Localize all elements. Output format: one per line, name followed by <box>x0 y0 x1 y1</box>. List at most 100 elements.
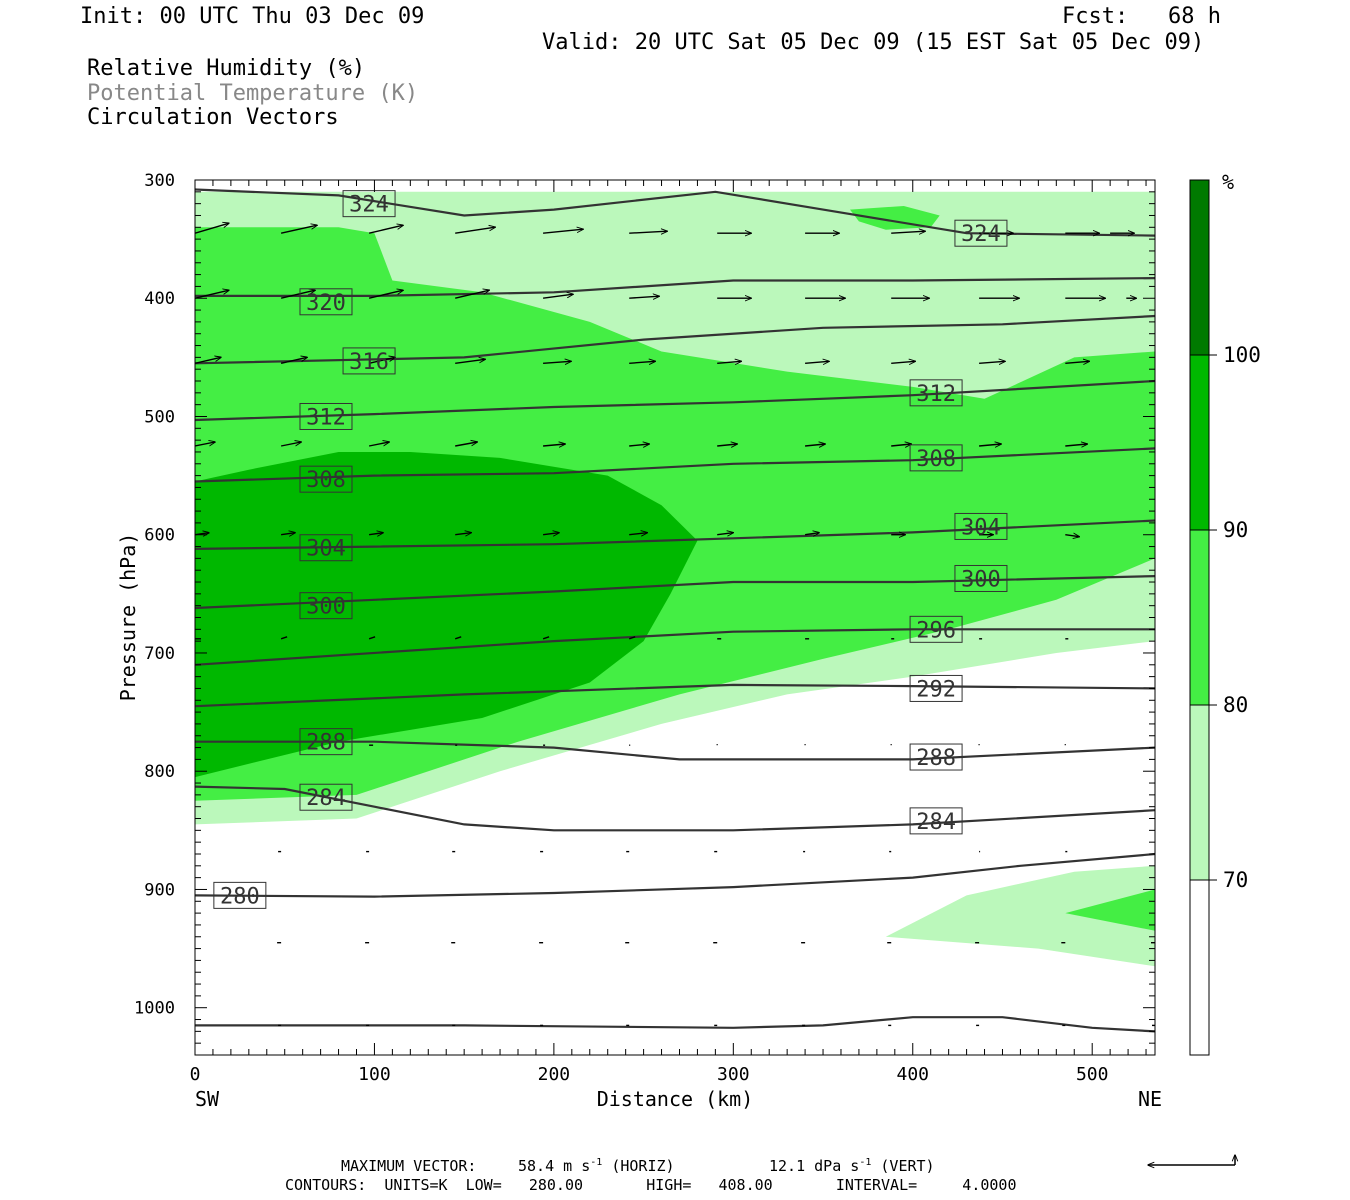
circulation-vector <box>368 225 403 234</box>
theta-label-308: 308 <box>299 465 353 493</box>
theta-label-box <box>909 444 963 472</box>
circulation-vector <box>280 225 317 234</box>
circulation-vector <box>1065 535 1079 537</box>
circulation-vector <box>717 533 733 535</box>
circulation-vector <box>891 231 925 233</box>
colorbar-frame <box>1189 179 1210 1056</box>
circulation-vector <box>717 444 737 446</box>
y-tick-label: 600 <box>144 526 175 546</box>
y-tick-label: 1000 <box>134 999 175 1019</box>
theta-label-text: 308 <box>306 468 346 493</box>
x-axis-label: Distance (km) <box>597 1087 754 1111</box>
colorbar-segment <box>1190 180 1209 355</box>
theta-label-text: 288 <box>306 731 346 756</box>
circulation-vector <box>629 533 647 535</box>
colorbar-label: 90 <box>1223 518 1248 542</box>
theta-label-320: 320 <box>299 288 353 316</box>
theta-label-304: 304 <box>954 512 1008 540</box>
circulation-vector <box>280 442 301 447</box>
circulation-vector <box>891 444 911 446</box>
theta-label-box <box>909 807 963 835</box>
theta-label-300: 300 <box>954 564 1008 592</box>
circulation-vector <box>543 444 565 446</box>
theta-label-284: 284 <box>299 783 353 811</box>
theta-label-324: 324 <box>342 190 396 218</box>
theta-label-box <box>909 615 963 643</box>
theta-contour-312 <box>195 379 1155 422</box>
circulation-vector <box>629 444 649 446</box>
theta-label-292: 292 <box>909 674 963 702</box>
colorbar-segment <box>1190 530 1209 705</box>
theta-label-312: 312 <box>909 379 963 407</box>
rh-region-70-3 <box>885 865 1155 967</box>
circulation-vector <box>195 442 215 447</box>
circulation-vector <box>368 636 376 640</box>
circulation-vector <box>455 533 471 535</box>
y-tick-label: 400 <box>144 289 175 309</box>
max-vector-horiz: 58.4 m s-1 (HORIZ) <box>518 1157 675 1175</box>
theta-label-280: 280 <box>213 881 267 909</box>
theta-label-text: 300 <box>306 595 346 620</box>
circulation-vector <box>454 636 462 640</box>
reference-vector <box>1148 1155 1235 1165</box>
theta-label-box <box>299 728 353 756</box>
theta-contour-304 <box>195 519 1155 550</box>
x-tick-label: 100 <box>358 1064 391 1085</box>
colorbar-segment <box>1190 880 1209 1055</box>
field-theta-title: Potential Temperature (K) <box>87 81 419 106</box>
x-tick-label: 300 <box>717 1064 750 1085</box>
circulation-vector <box>368 442 389 447</box>
colorbar-label: 70 <box>1223 868 1248 892</box>
theta-contour-296 <box>195 628 1155 666</box>
circulation-vector <box>1065 444 1087 446</box>
theta-label-box <box>299 534 353 562</box>
theta-label-box <box>909 743 963 771</box>
theta-contour-316 <box>195 314 1155 365</box>
x-tick-label: 0 <box>190 1064 201 1085</box>
circulation-vector <box>281 533 295 535</box>
theta-contour-324 <box>195 188 1155 237</box>
theta-label-text: 324 <box>349 193 389 218</box>
theta-label-text: 320 <box>306 291 346 316</box>
theta-label-308: 308 <box>909 444 963 472</box>
circulation-vector <box>280 290 315 299</box>
circulation-vector <box>280 357 307 364</box>
theta-label-text: 296 <box>916 618 956 643</box>
theta-label-box <box>299 465 353 493</box>
theta-label-box <box>909 379 963 407</box>
theta-label-text: 304 <box>961 515 1001 540</box>
theta-label-box <box>954 219 1008 247</box>
theta-label-text: 312 <box>306 405 346 430</box>
x-tick-label: 400 <box>896 1064 929 1085</box>
circulation-vector <box>369 533 383 535</box>
theta-label-284: 284 <box>909 807 963 835</box>
theta-label-text: 300 <box>961 567 1001 592</box>
theta-label-box <box>299 783 353 811</box>
theta-label-box <box>954 512 1008 540</box>
y-tick-label: 300 <box>144 171 175 191</box>
theta-label-box <box>213 881 267 909</box>
theta-label-box <box>299 592 353 620</box>
circulation-vector <box>805 533 819 535</box>
theta-label-288: 288 <box>909 743 963 771</box>
theta-contour-292 <box>195 683 1155 708</box>
circulation-vector <box>195 223 229 234</box>
circulation-vector <box>543 294 573 299</box>
y-axis-label: Pressure (hPa) <box>116 533 140 702</box>
theta-label-text: 324 <box>961 222 1001 247</box>
circulation-vector <box>805 361 829 363</box>
theta-label-text: 312 <box>916 382 956 407</box>
theta-label-text: 280 <box>220 884 260 909</box>
theta-label-296: 296 <box>909 615 963 643</box>
circulation-vector <box>542 636 550 640</box>
contour-info: CONTOURS: UNITS=K LOW= 280.00 HIGH= 408.… <box>285 1176 1017 1194</box>
valid-time: Valid: 20 UTC Sat 05 Dec 09 (15 EST Sat … <box>542 30 1205 55</box>
rh-region-80-4 <box>1065 889 1155 931</box>
max-vector-label: MAXIMUM VECTOR: <box>341 1157 477 1175</box>
circulation-vector <box>368 357 395 364</box>
theta-label-box <box>299 402 353 430</box>
theta-label-text: 288 <box>916 746 956 771</box>
theta-label-288: 288 <box>299 728 353 756</box>
theta-label-text: 316 <box>349 350 389 375</box>
rh-region-80-5 <box>850 206 940 230</box>
